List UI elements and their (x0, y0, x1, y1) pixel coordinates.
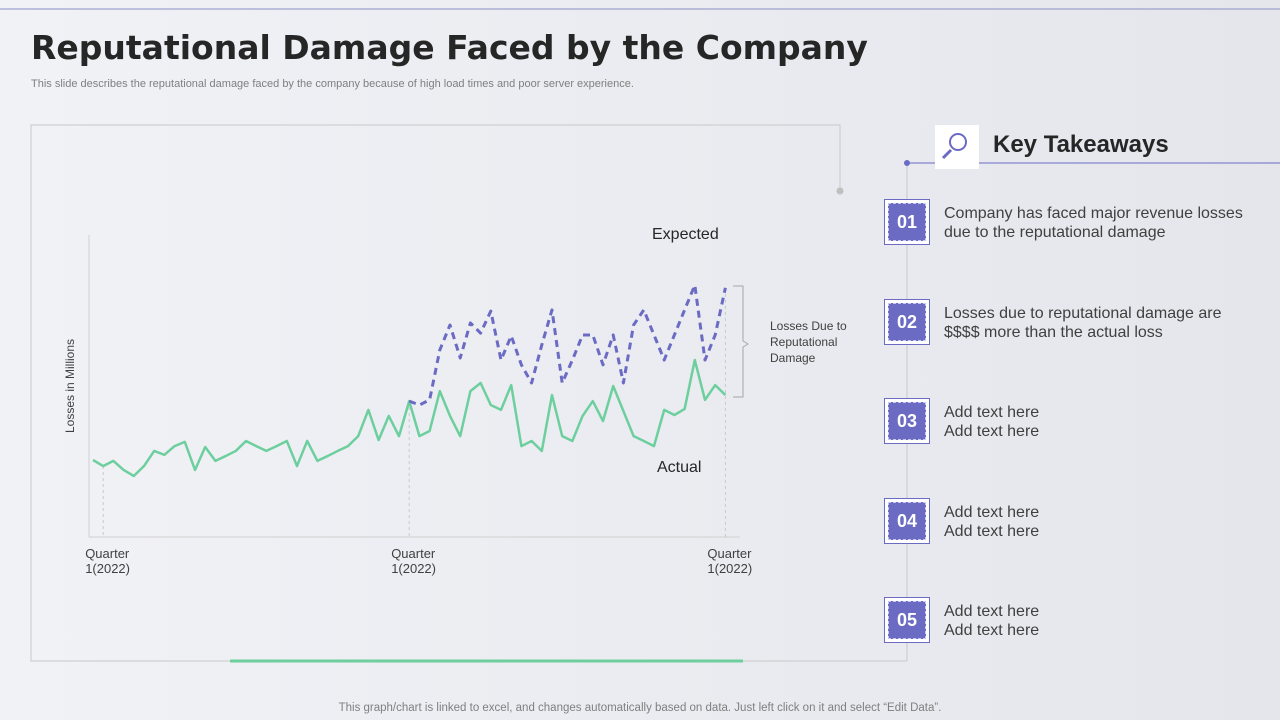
item-number: 04 (884, 498, 930, 544)
item-number: 01 (884, 199, 930, 245)
item-text: Add text here Add text here (944, 504, 1040, 540)
series-line (408, 283, 727, 407)
annotation: Losses Due to Reputational Damage (770, 319, 847, 365)
icon-bulb (949, 133, 967, 151)
item-text: Losses due to reputational damage are $$… (944, 305, 1222, 341)
item-number-text: 01 (888, 203, 926, 241)
x-tick-label: Quarter 1(2022) (391, 546, 436, 576)
icon-box (935, 125, 979, 169)
item-number-text: 03 (888, 402, 926, 440)
item-number: 05 (884, 597, 930, 643)
subtitle: This slide describes the reputational da… (31, 78, 634, 90)
series-line (92, 358, 727, 478)
footer: This graph/chart is linked to excel, and… (338, 702, 942, 714)
item-number-text: 05 (888, 601, 926, 639)
title: Reputational Damage Faced by the Company (31, 28, 868, 67)
item-number-text: 02 (888, 303, 926, 341)
icon-handle (941, 148, 953, 160)
y-axis-label: Losses in Millions (63, 339, 77, 433)
takeaways-heading: Key Takeaways (993, 131, 1169, 158)
series-label: Actual (657, 459, 702, 476)
item-text: Add text here Add text here (944, 404, 1040, 440)
item-text: Company has faced major revenue losses d… (944, 205, 1243, 241)
x-tick-label: Quarter 1(2022) (707, 546, 753, 576)
series-label: Expected (652, 226, 719, 243)
item-text: Add text here Add text here (944, 603, 1040, 639)
x-tick-label: Quarter 1(2022) (85, 546, 130, 576)
heading-dot (904, 160, 910, 166)
item-number: 03 (884, 398, 930, 444)
bracket (733, 285, 749, 398)
frame-dot (836, 187, 844, 195)
item-number-text: 04 (888, 502, 926, 540)
item-number: 02 (884, 299, 930, 345)
